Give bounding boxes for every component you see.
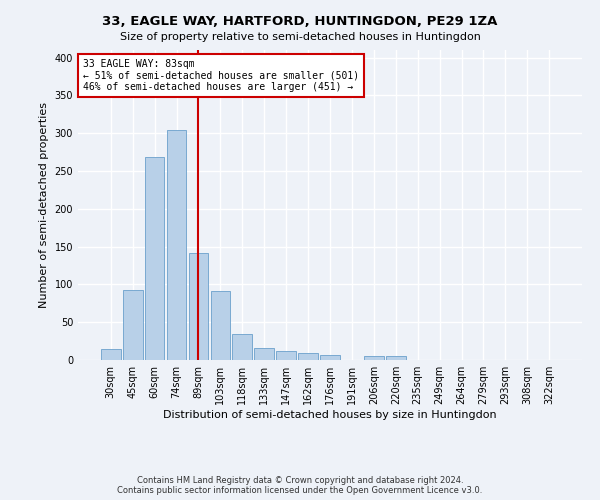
Y-axis label: Number of semi-detached properties: Number of semi-detached properties	[39, 102, 49, 308]
Text: Size of property relative to semi-detached houses in Huntingdon: Size of property relative to semi-detach…	[119, 32, 481, 42]
X-axis label: Distribution of semi-detached houses by size in Huntingdon: Distribution of semi-detached houses by …	[163, 410, 497, 420]
Bar	[254, 348, 274, 360]
Bar	[167, 130, 187, 360]
Bar	[364, 356, 384, 360]
Bar	[320, 356, 340, 360]
Text: 33 EAGLE WAY: 83sqm
← 51% of semi-detached houses are smaller (501)
46% of semi-: 33 EAGLE WAY: 83sqm ← 51% of semi-detach…	[83, 60, 359, 92]
Bar	[145, 158, 164, 360]
Text: Contains HM Land Registry data © Crown copyright and database right 2024.
Contai: Contains HM Land Registry data © Crown c…	[118, 476, 482, 495]
Text: 33, EAGLE WAY, HARTFORD, HUNTINGDON, PE29 1ZA: 33, EAGLE WAY, HARTFORD, HUNTINGDON, PE2…	[103, 15, 497, 28]
Bar	[232, 334, 252, 360]
Bar	[123, 290, 143, 360]
Bar	[276, 351, 296, 360]
Bar	[386, 356, 406, 360]
Bar	[101, 350, 121, 360]
Bar	[298, 353, 318, 360]
Bar	[188, 252, 208, 360]
Bar	[211, 291, 230, 360]
